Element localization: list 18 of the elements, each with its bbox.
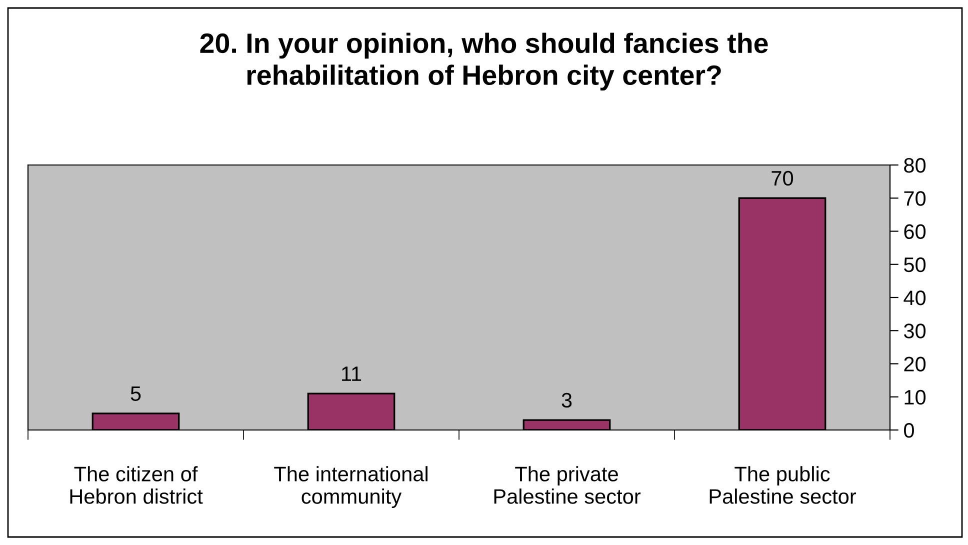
y-tick-label: 50	[904, 257, 926, 272]
x-tick-label: The citizen of Hebron district	[70, 466, 203, 504]
y-tick-label: 20	[904, 356, 926, 372]
data-label: 70	[772, 170, 794, 186]
chart-title: 20. In your opinion, who should fancies the rehabilitation of Hebron city center?	[200, 32, 768, 91]
y-tick-label: 10	[904, 390, 926, 405]
y-tick-label: 0	[904, 423, 914, 438]
data-label: 5	[130, 386, 141, 401]
y-tick-label: 30	[904, 324, 926, 338]
y-tick-label: 40	[904, 290, 926, 306]
data-label: 3	[562, 392, 572, 408]
y-tick-label: 60	[904, 224, 926, 240]
data-label: 11	[342, 366, 362, 381]
x-tick-label: The international community	[274, 466, 428, 508]
y-tick-label: 80	[904, 158, 926, 173]
x-tick-label: The public Palestine sector	[710, 466, 856, 504]
y-tick-label: 70	[904, 191, 926, 206]
x-tick-label: The private Palestine sector	[494, 466, 641, 504]
